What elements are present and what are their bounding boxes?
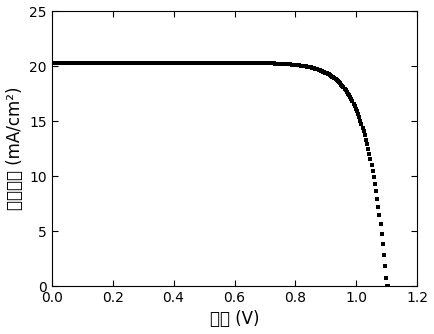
Y-axis label: 电流密度 (mA/cm²): 电流密度 (mA/cm²) <box>6 87 23 210</box>
X-axis label: 电压 (V): 电压 (V) <box>210 310 259 328</box>
